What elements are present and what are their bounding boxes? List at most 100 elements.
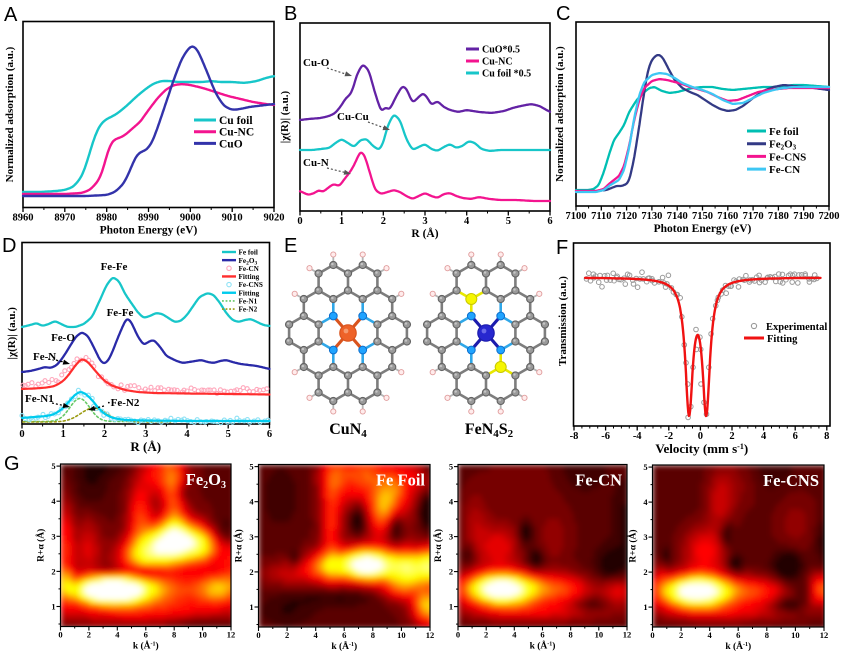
svg-text:Cu-NC: Cu-NC <box>482 57 513 68</box>
svg-text:6: 6 <box>267 429 272 440</box>
svg-text:Photon Energy (eV): Photon Energy (eV) <box>100 225 198 237</box>
svg-text:Fe-CNS: Fe-CNS <box>763 471 819 490</box>
svg-text:0: 0 <box>256 630 260 640</box>
svg-text:|χ(R)| (a.u.): |χ(R)| (a.u.) <box>279 90 291 143</box>
svg-text:7170: 7170 <box>743 211 764 222</box>
svg-text:-4: -4 <box>633 431 642 442</box>
svg-text:0: 0 <box>698 431 703 442</box>
svg-text:Cu-NC: Cu-NC <box>219 127 254 139</box>
svg-text:10: 10 <box>198 630 207 640</box>
svg-text:1: 1 <box>61 429 66 440</box>
svg-text:6: 6 <box>547 216 552 227</box>
svg-text:6: 6 <box>540 630 544 640</box>
svg-text:R+α (Å): R+α (Å) <box>432 529 444 562</box>
svg-text:2: 2 <box>729 431 734 442</box>
svg-text:4: 4 <box>449 497 454 507</box>
svg-text:2: 2 <box>449 567 453 577</box>
svg-text:7130: 7130 <box>641 211 662 222</box>
svg-text:D: D <box>2 235 16 257</box>
svg-text:7200: 7200 <box>819 211 840 222</box>
svg-text:7150: 7150 <box>692 211 713 222</box>
svg-text:8990: 8990 <box>138 213 159 224</box>
svg-text:7110: 7110 <box>591 211 611 222</box>
svg-text:8: 8 <box>765 630 769 640</box>
svg-text:Fe-CN: Fe-CN <box>575 471 622 490</box>
svg-text:9000: 9000 <box>180 213 201 224</box>
svg-text:2: 2 <box>484 630 488 640</box>
svg-text:Fitting: Fitting <box>767 334 798 345</box>
svg-text:CuO*0.5: CuO*0.5 <box>482 45 520 56</box>
svg-text:k (Å-1): k (Å-1) <box>725 640 751 652</box>
svg-text:4: 4 <box>512 630 517 640</box>
svg-text:A: A <box>4 4 18 26</box>
svg-text:Experimental: Experimental <box>766 322 827 333</box>
svg-text:8: 8 <box>371 630 375 640</box>
svg-text:R (Å): R (Å) <box>130 439 161 454</box>
svg-text:0: 0 <box>456 630 460 640</box>
svg-text:2: 2 <box>51 566 55 576</box>
svg-text:Fitting: Fitting <box>239 273 260 281</box>
svg-text:CuO: CuO <box>219 138 243 150</box>
svg-text:Fe-O: Fe-O <box>51 332 75 344</box>
svg-text:Fe2O3: Fe2O3 <box>769 139 797 152</box>
svg-text:R (Å): R (Å) <box>411 226 438 240</box>
svg-text:0: 0 <box>58 630 62 640</box>
svg-text:Fe-N1: Fe-N1 <box>239 298 258 306</box>
svg-text:-2: -2 <box>664 431 673 442</box>
svg-text:4: 4 <box>249 497 254 507</box>
svg-text:Cu-O: Cu-O <box>303 57 330 69</box>
svg-text:FeN4S2: FeN4S2 <box>465 421 514 440</box>
svg-text:6: 6 <box>144 630 148 640</box>
svg-text:R+α (Å): R+α (Å) <box>627 529 639 562</box>
svg-text:6: 6 <box>342 630 346 640</box>
svg-text:7160: 7160 <box>717 211 738 222</box>
svg-text:B: B <box>284 3 297 25</box>
svg-text:8: 8 <box>569 630 573 640</box>
svg-text:2: 2 <box>643 567 647 577</box>
svg-text:7140: 7140 <box>667 211 688 222</box>
svg-text:8: 8 <box>172 630 176 640</box>
svg-text:12: 12 <box>820 630 829 640</box>
svg-text:12: 12 <box>227 630 236 640</box>
svg-text:Photon Energy (eV): Photon Energy (eV) <box>654 223 752 235</box>
svg-text:1: 1 <box>643 602 647 612</box>
svg-text:7190: 7190 <box>793 211 814 222</box>
svg-text:6: 6 <box>736 630 740 640</box>
svg-text:9020: 9020 <box>264 213 285 224</box>
svg-text:1: 1 <box>449 602 453 612</box>
svg-text:4: 4 <box>51 496 56 506</box>
svg-text:Velocity (mm s-1): Velocity (mm s-1) <box>655 441 748 456</box>
svg-text:Cu foil *0.5: Cu foil *0.5 <box>482 69 531 80</box>
svg-text:5: 5 <box>643 462 647 472</box>
svg-text:1: 1 <box>339 216 344 227</box>
svg-text:Fe-Fe: Fe-Fe <box>101 261 128 273</box>
svg-text:0: 0 <box>650 630 654 640</box>
svg-text:2: 2 <box>87 630 91 640</box>
svg-text:4: 4 <box>115 630 120 640</box>
svg-text:2: 2 <box>679 630 683 640</box>
svg-text:Fe-N1: Fe-N1 <box>25 393 54 405</box>
svg-text:3: 3 <box>249 532 253 542</box>
svg-text:R+α (Å): R+α (Å) <box>233 529 245 562</box>
svg-text:2: 2 <box>249 567 253 577</box>
svg-text:Fe foil: Fe foil <box>239 249 258 257</box>
svg-text:Cu-N: Cu-N <box>303 157 329 169</box>
svg-text:Normalized adsorption (a.u.): Normalized adsorption (a.u.) <box>4 46 16 182</box>
svg-text:G: G <box>4 453 20 475</box>
svg-text:1: 1 <box>51 601 55 611</box>
svg-text:4: 4 <box>643 497 648 507</box>
svg-text:3: 3 <box>422 216 427 227</box>
svg-text:Fe-CN: Fe-CN <box>239 265 260 273</box>
svg-text:E: E <box>284 235 297 257</box>
svg-text:Fe-Fe: Fe-Fe <box>107 307 134 319</box>
svg-text:5: 5 <box>226 429 231 440</box>
svg-text:0: 0 <box>19 429 24 440</box>
svg-text:2: 2 <box>381 216 386 227</box>
svg-text:10: 10 <box>397 630 406 640</box>
svg-text:5: 5 <box>249 462 253 472</box>
svg-text:Fe2O3: Fe2O3 <box>186 470 226 491</box>
svg-text:7120: 7120 <box>616 211 637 222</box>
svg-text:Fe-N: Fe-N <box>33 351 56 363</box>
svg-text:8980: 8980 <box>96 213 117 224</box>
svg-text:1: 1 <box>249 602 253 612</box>
